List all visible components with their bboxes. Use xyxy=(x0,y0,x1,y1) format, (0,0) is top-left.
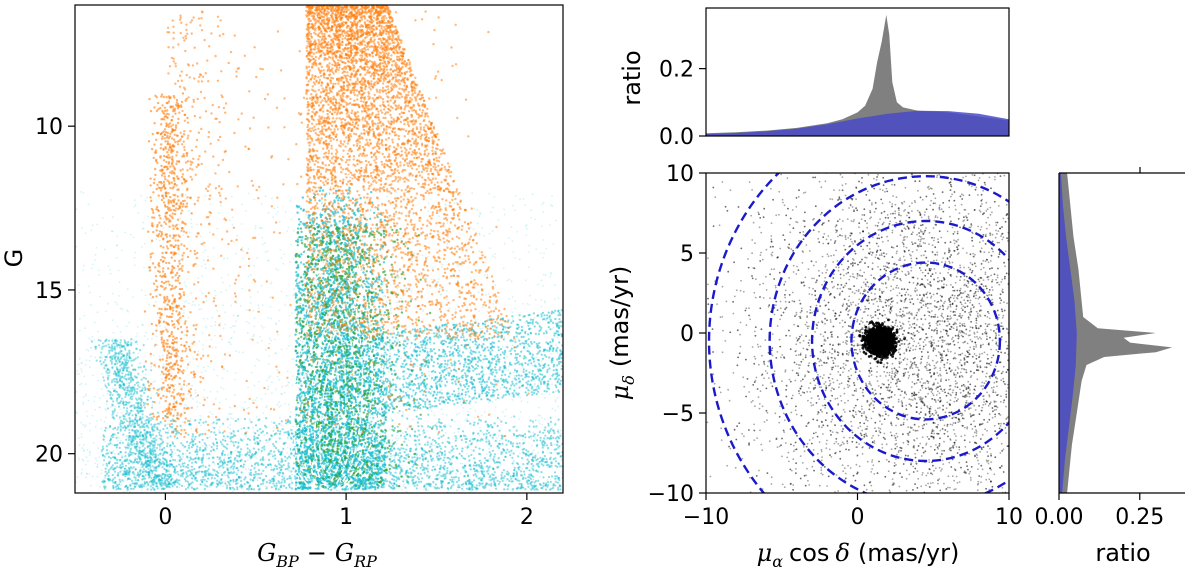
cmd-xlabel-g1: G xyxy=(257,539,276,567)
top-ylabel: ratio xyxy=(618,50,646,105)
cmd-xlabel-g2: G xyxy=(335,539,354,567)
cmd-ylabel: G xyxy=(0,249,28,268)
cmd-xlabel: GBP − GRP xyxy=(257,539,377,571)
pm-ticks: −10 0 10 −10 −5 0 5 10 xyxy=(648,162,1023,530)
right-histogram-panel: 0.00 0.25 ratio xyxy=(1035,167,1185,567)
pm-xlabel-units: (mas/yr) xyxy=(858,539,959,567)
pm-points xyxy=(706,173,1009,493)
pm-xlabel-mu: μ xyxy=(757,539,773,567)
cmd-xlabel-minus: − xyxy=(307,539,327,567)
pm-xlabel-delta: δ xyxy=(835,539,849,567)
cmd-ticks: 0 1 2 10 15 20 xyxy=(35,115,534,530)
right-xtick-label: 0.25 xyxy=(1115,505,1164,530)
top-histogram-panel: 0.0 0.2 ratio xyxy=(618,7,1010,150)
right-xtick-label: 0.00 xyxy=(1035,505,1084,530)
cmd-xlabel-sub2: RP xyxy=(353,552,377,571)
pm-xtick-label: 0 xyxy=(851,505,865,530)
pm-contour-line xyxy=(768,175,1009,493)
pm-xlabel-sub: α xyxy=(772,552,783,571)
pm-contour-line xyxy=(850,261,1002,421)
pm-ylabel-mu: μ xyxy=(606,385,634,401)
pm-xtick-label: −10 xyxy=(683,505,729,530)
pm-ytick-label: 5 xyxy=(680,242,694,267)
top-frame xyxy=(705,7,1010,137)
pm-ylabel-sub: δ xyxy=(619,375,638,385)
cmd-xtick-label: 2 xyxy=(520,505,534,530)
pm-ytick-label: 10 xyxy=(666,162,694,187)
top-ytick-label: 0.0 xyxy=(659,125,694,150)
top-ticks: 0.0 0.2 xyxy=(659,58,706,150)
pm-xlabel: μα cos δ (mas/yr) xyxy=(757,539,960,571)
right-xlabel: ratio xyxy=(1095,539,1150,567)
pm-ytick-label: −5 xyxy=(662,402,694,427)
cmd-frame xyxy=(74,4,564,494)
cmd-contours xyxy=(282,174,387,493)
pm-xtick-label: 10 xyxy=(995,505,1023,530)
cmd-ytick-label: 15 xyxy=(35,279,63,304)
pm-contours xyxy=(707,173,1009,493)
right-hist-blue xyxy=(1059,173,1077,493)
right-hist-gray xyxy=(1059,173,1173,493)
cmd-contour-line xyxy=(292,240,374,493)
cmd-xtick-label: 1 xyxy=(339,505,353,530)
cmd-points xyxy=(75,5,563,493)
pm-cluster-core xyxy=(868,330,893,352)
right-ticks: 0.00 0.25 xyxy=(1035,493,1164,530)
cmd-ytick-label: 20 xyxy=(35,443,63,468)
pm-ytick-label: 0 xyxy=(680,322,694,347)
pm-contour-line xyxy=(810,219,1009,463)
pm-ylabel: μδ (mas/yr) xyxy=(606,266,638,401)
cmd-ytick-label: 10 xyxy=(35,115,63,140)
cmd-contour-line xyxy=(313,328,347,485)
pm-xlabel-cos: cos xyxy=(789,539,829,567)
top-bars xyxy=(706,14,1009,136)
cmd-xlabel-sub1: BP xyxy=(275,552,299,571)
cmd-contour-line xyxy=(300,272,364,493)
cmd-xtick-label: 0 xyxy=(158,505,172,530)
pm-ytick-label: −10 xyxy=(648,482,694,507)
right-bars xyxy=(1059,173,1173,493)
top-ytick-label: 0.2 xyxy=(659,58,694,83)
cmd-contour-line xyxy=(307,302,355,491)
top-hist-blue xyxy=(706,110,1009,136)
pm-ylabel-units: (mas/yr) xyxy=(606,266,634,367)
